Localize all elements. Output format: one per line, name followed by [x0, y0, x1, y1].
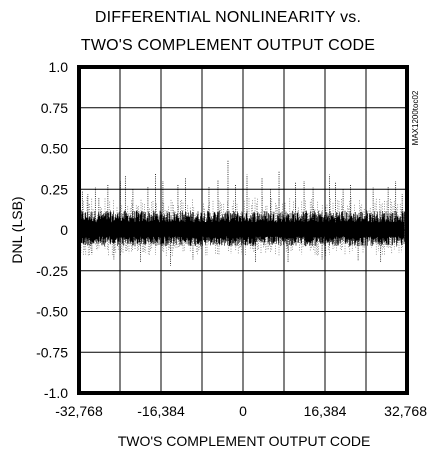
plot-id-label: MAX1200toc02	[411, 90, 420, 145]
chart-title-line-2: TWO'S COMPLEMENT OUTPUT CODE	[81, 37, 375, 54]
x-tick-labels: -32,768 -16,384 0 16,384 32,768	[55, 403, 427, 419]
x-tick-label-2: 0	[239, 403, 247, 419]
dnl-spikes	[81, 159, 403, 266]
x-tick-label-1: -16,384	[137, 403, 185, 419]
y-tick-label-8: -1.0	[44, 385, 68, 401]
y-axis-label: DNL (LSB)	[9, 196, 25, 263]
y-tick-label-6: -0.50	[36, 304, 68, 320]
y-tick-labels: 1.0 0.75 0.50 0.25 0 -0.25 -0.50 -0.75 -1.0	[36, 59, 68, 401]
y-tick-label-5: -0.25	[36, 263, 68, 279]
dnl-noise-core	[80, 210, 405, 247]
x-tick-label-3: 16,384	[304, 403, 347, 419]
y-tick-label-2: 0.50	[41, 141, 68, 157]
plot-frame	[77, 65, 409, 395]
y-tick-label-4: 0	[60, 222, 68, 238]
y-tick-label-1: 0.75	[41, 100, 68, 116]
y-tick-label-3: 0.25	[41, 181, 68, 197]
y-tick-label-7: -0.75	[36, 344, 68, 360]
y-tick-label-0: 1.0	[49, 59, 69, 75]
chart-title-line-1: DIFFERENTIAL NONLINEARITY vs.	[95, 9, 361, 26]
x-tick-label-4: 32,768	[384, 403, 427, 419]
x-axis-label: TWO'S COMPLEMENT OUTPUT CODE	[118, 433, 371, 449]
x-tick-label-0: -32,768	[55, 403, 103, 419]
